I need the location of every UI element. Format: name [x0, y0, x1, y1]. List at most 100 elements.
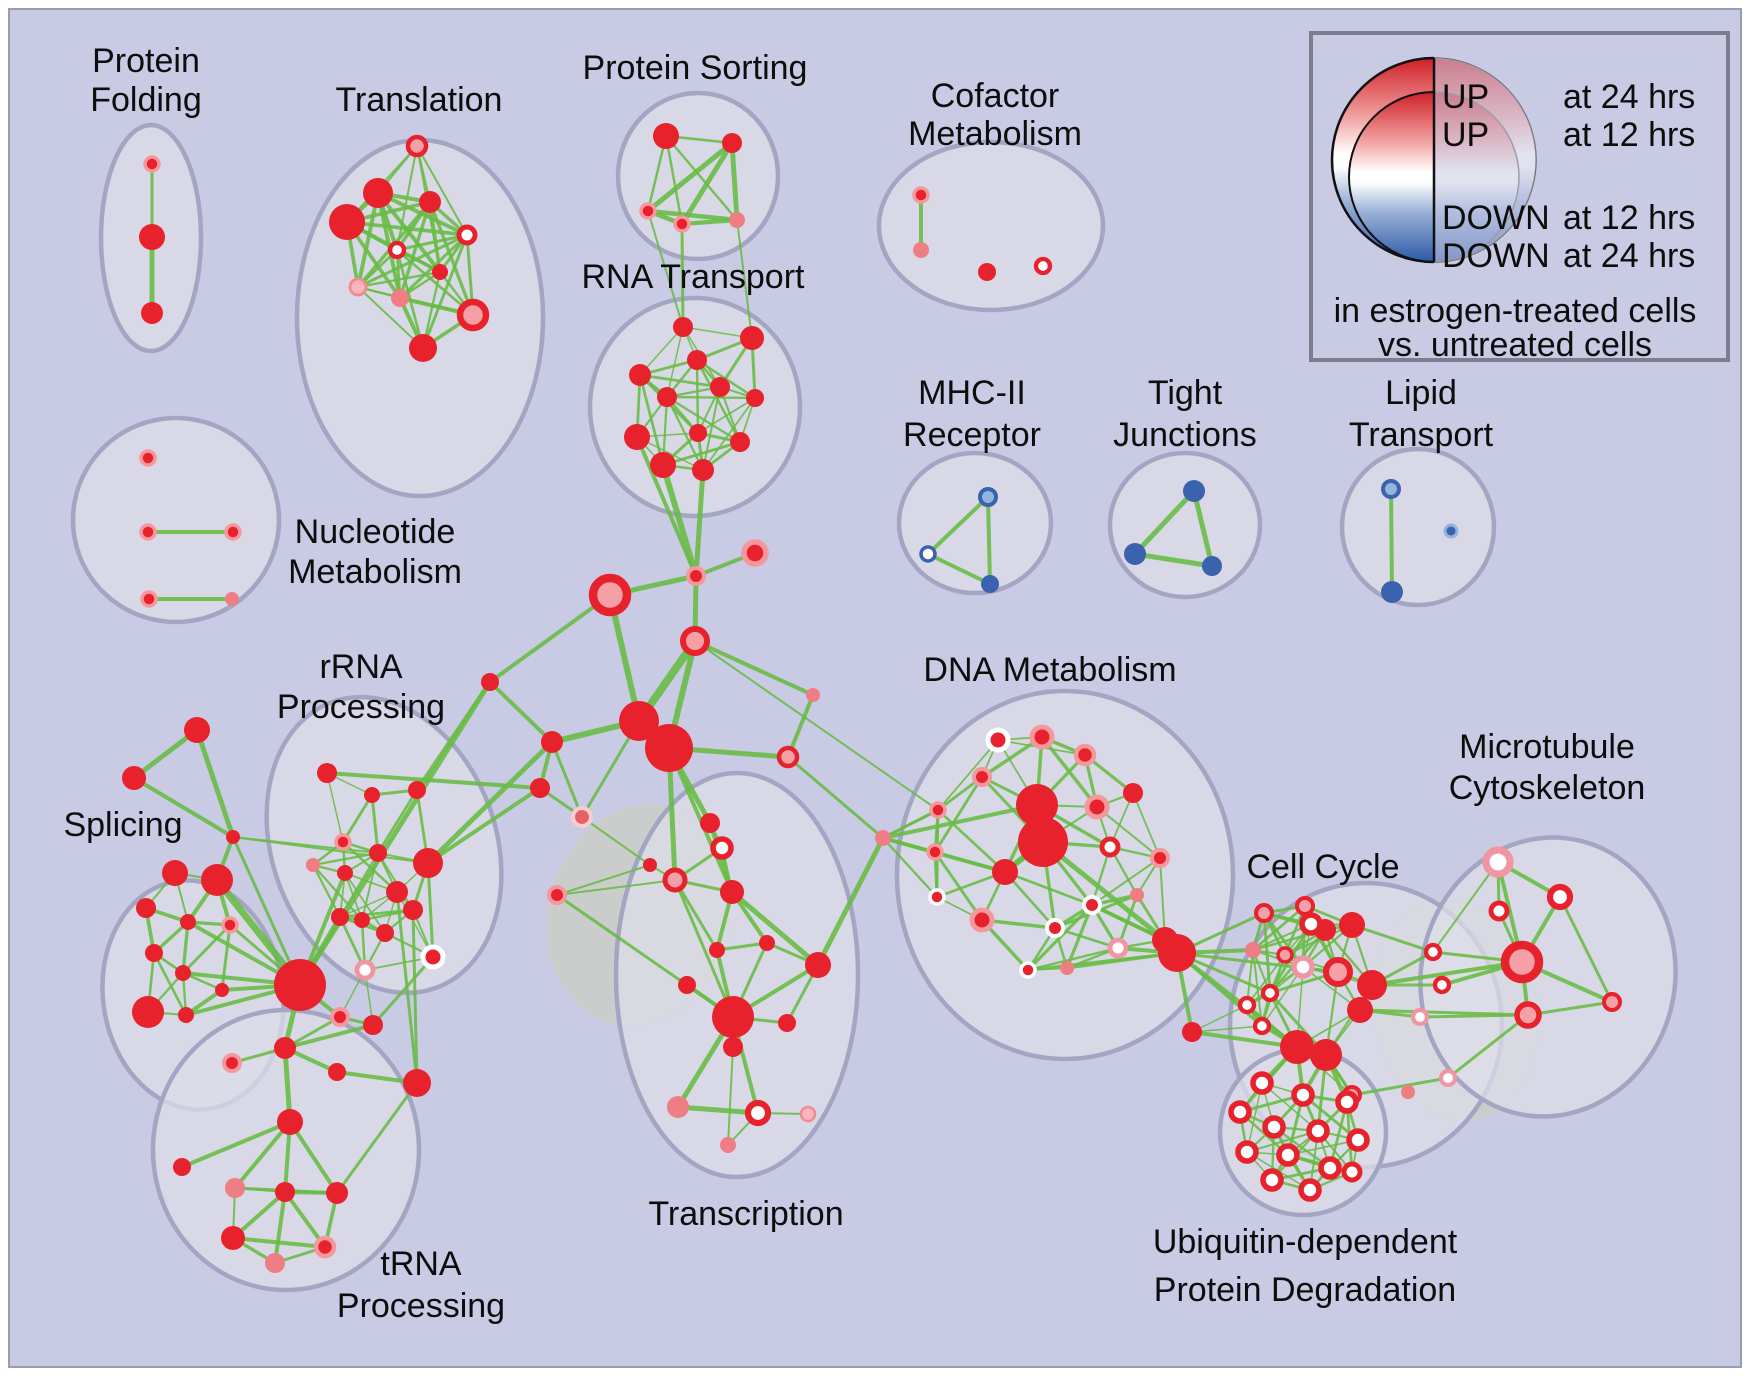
node-mh3[interactable] [981, 575, 999, 593]
node-m1[interactable] [1482, 846, 1514, 878]
node-u1[interactable] [1250, 1071, 1274, 1095]
node-rr17[interactable] [363, 1015, 383, 1035]
node-cc21[interactable] [1438, 1068, 1458, 1088]
node-tr9[interactable] [326, 1182, 348, 1204]
node-d19[interactable] [1045, 918, 1065, 938]
node-b2[interactable] [741, 539, 769, 567]
node-r1[interactable] [673, 317, 693, 337]
node-d2[interactable] [1029, 724, 1055, 750]
node-d4[interactable] [972, 767, 992, 787]
node-lp1[interactable] [1381, 479, 1401, 499]
node-T3[interactable] [662, 867, 688, 893]
node-cc15[interactable] [1347, 997, 1373, 1023]
node-rr4[interactable] [334, 833, 352, 851]
node-r10[interactable] [730, 432, 750, 452]
node-rr8[interactable] [386, 881, 408, 903]
node-d8[interactable] [1123, 783, 1143, 803]
node-rr9[interactable] [413, 848, 443, 878]
node-r3[interactable] [629, 364, 651, 386]
node-m7[interactable] [1514, 1001, 1542, 1029]
node-t6[interactable] [387, 240, 407, 260]
node-lp3[interactable] [1443, 523, 1459, 539]
node-P4[interactable] [720, 1137, 736, 1153]
node-s6[interactable] [136, 898, 156, 918]
node-r9[interactable] [689, 424, 707, 442]
node-cf3[interactable] [978, 263, 996, 281]
node-rr12[interactable] [376, 924, 394, 942]
node-m4[interactable] [1500, 940, 1544, 984]
node-d18[interactable] [1130, 888, 1144, 902]
node-s13[interactable] [215, 983, 229, 997]
node-rr16[interactable] [330, 1007, 350, 1027]
node-d7[interactable] [1084, 794, 1110, 820]
node-T0[interactable] [643, 858, 657, 872]
node-u2[interactable] [1291, 1083, 1315, 1107]
node-tj1[interactable] [1183, 480, 1205, 502]
node-s7[interactable] [180, 914, 196, 930]
node-pf3[interactable] [141, 302, 163, 324]
node-rr2[interactable] [364, 787, 380, 803]
node-d14[interactable] [1150, 848, 1170, 868]
node-d10[interactable] [1018, 817, 1068, 867]
node-u5[interactable] [1262, 1115, 1286, 1139]
node-n5[interactable] [225, 592, 239, 606]
node-T10[interactable] [712, 996, 754, 1038]
node-ps2[interactable] [722, 133, 742, 153]
node-t3[interactable] [329, 204, 365, 240]
node-d21[interactable] [1019, 961, 1037, 979]
node-tr2[interactable] [222, 1053, 242, 1073]
node-s11[interactable] [132, 996, 164, 1028]
node-tr8[interactable] [275, 1182, 295, 1202]
node-t2[interactable] [363, 178, 393, 208]
node-s9[interactable] [145, 944, 163, 962]
node-T5[interactable] [720, 880, 744, 904]
node-tr12[interactable] [265, 1253, 285, 1273]
node-T9[interactable] [805, 952, 831, 978]
node-d9[interactable] [1016, 784, 1058, 826]
node-cc22[interactable] [1401, 1085, 1415, 1099]
node-u9[interactable] [1276, 1143, 1300, 1167]
node-cc9[interactable] [1291, 955, 1315, 979]
node-d11[interactable] [926, 843, 944, 861]
node-cc4[interactable] [1295, 896, 1315, 916]
node-cc2[interactable] [1182, 1022, 1202, 1042]
node-b4[interactable] [680, 626, 710, 656]
node-d5[interactable] [929, 801, 947, 819]
node-rr11[interactable] [354, 912, 370, 928]
node-d22[interactable] [1060, 961, 1074, 975]
node-cc11[interactable] [1237, 995, 1257, 1015]
node-T4[interactable] [547, 885, 567, 905]
node-r12[interactable] [692, 459, 714, 481]
node-u7[interactable] [1346, 1128, 1370, 1152]
node-r4[interactable] [687, 350, 707, 370]
node-cc20[interactable] [1410, 1007, 1430, 1027]
node-tj3[interactable] [1202, 556, 1222, 576]
node-tr1[interactable] [274, 1037, 296, 1059]
node-b1[interactable] [686, 566, 706, 586]
node-T6[interactable] [759, 935, 775, 951]
node-L2[interactable] [530, 778, 550, 798]
node-rr1[interactable] [317, 763, 337, 783]
node-n2[interactable] [139, 523, 157, 541]
node-u13[interactable] [1341, 1161, 1363, 1183]
node-r11[interactable] [650, 452, 676, 478]
node-T12[interactable] [723, 1037, 743, 1057]
node-cc13[interactable] [1323, 957, 1353, 987]
node-lp2[interactable] [1381, 581, 1403, 603]
node-cf4[interactable] [1033, 256, 1053, 276]
node-P3[interactable] [799, 1105, 817, 1123]
node-rr6[interactable] [369, 844, 387, 862]
node-P2[interactable] [744, 1099, 772, 1127]
node-s3[interactable] [226, 830, 240, 844]
node-s2[interactable] [122, 766, 146, 790]
node-m2[interactable] [1546, 883, 1574, 911]
node-d3[interactable] [1073, 743, 1097, 767]
node-cc1[interactable] [1158, 934, 1196, 972]
node-mh2[interactable] [919, 545, 937, 563]
node-X1[interactable] [481, 673, 499, 691]
node-u10[interactable] [1318, 1156, 1342, 1180]
node-d16[interactable] [969, 907, 995, 933]
node-bn2[interactable] [776, 745, 800, 769]
node-T8[interactable] [678, 976, 696, 994]
node-s4[interactable] [162, 860, 188, 886]
